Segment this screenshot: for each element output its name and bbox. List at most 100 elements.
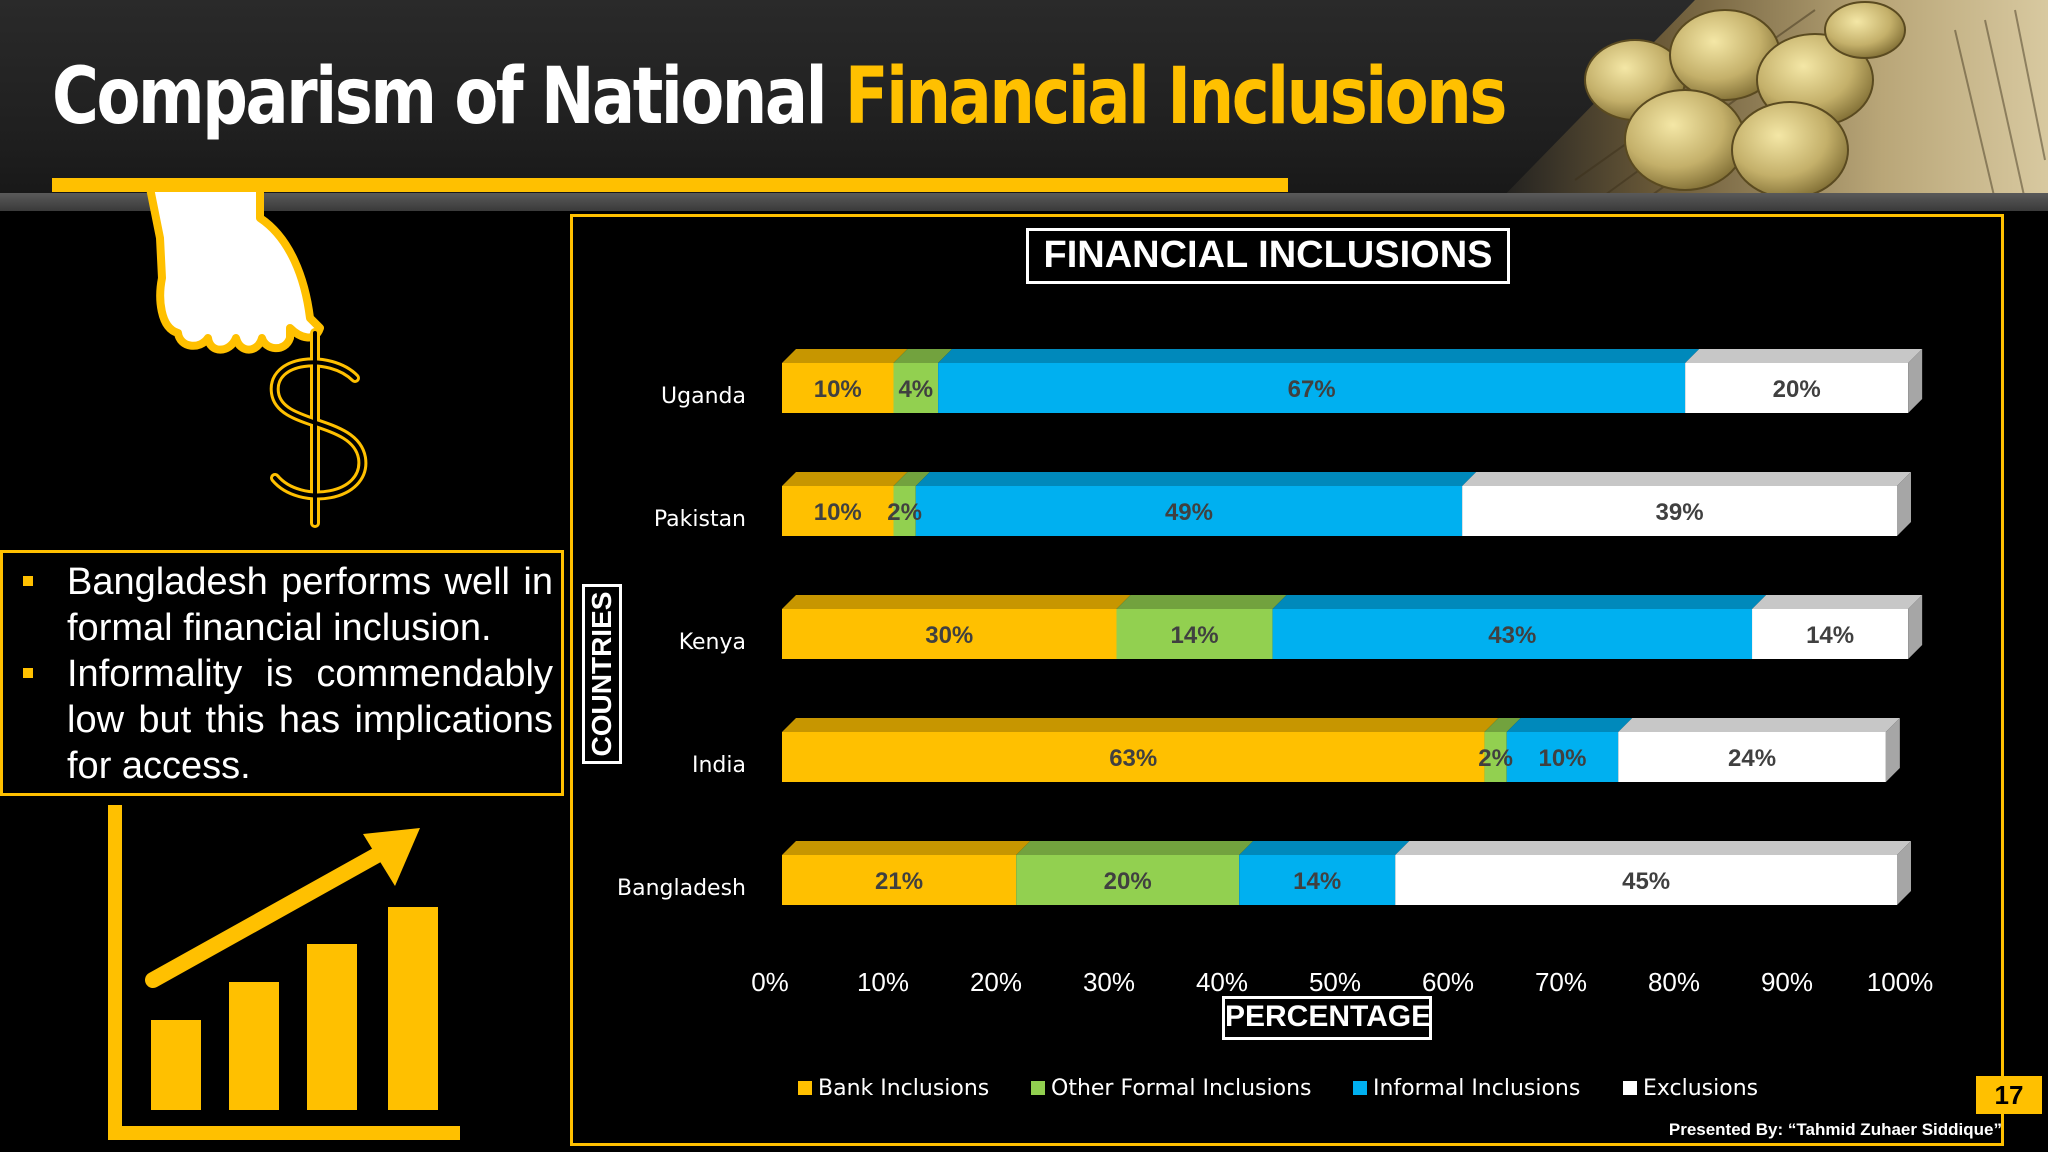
bar-segment <box>893 363 939 413</box>
bar-segment-top <box>782 595 1131 609</box>
title-underline <box>52 178 1288 192</box>
chart-title: FINANCIAL INCLUSIONS <box>1026 228 1510 284</box>
bar-segment <box>1752 609 1909 659</box>
bar-segment-top <box>915 472 1477 486</box>
data-label: 10% <box>814 376 862 403</box>
bar-segment <box>1484 732 1507 782</box>
bar-segment-top <box>782 349 908 363</box>
bar-segment <box>938 363 1686 413</box>
page-number-badge: 17 <box>1976 1076 2042 1114</box>
title-part-2: Financial Inclusions <box>844 52 1508 142</box>
legend-label: Exclusions <box>1643 1076 1759 1101</box>
bar-segment <box>915 486 1463 536</box>
y-axis-title: COUNTRIES <box>586 591 617 757</box>
bar-segment <box>782 363 894 413</box>
page-title: Comparism of National Financial Inclusio… <box>52 58 1507 136</box>
legend-swatch <box>1353 1081 1367 1095</box>
legend-label: Bank Inclusions <box>818 1076 990 1101</box>
bar-segment <box>1618 732 1886 782</box>
bar-segment <box>782 486 894 536</box>
category-label: India <box>692 753 746 778</box>
bar-segment-top <box>1016 841 1254 855</box>
legend-label: Other Formal Inclusions <box>1051 1076 1312 1101</box>
data-label: 67% <box>1288 376 1336 403</box>
chart-frame <box>570 214 2004 1146</box>
y-axis-title-box <box>582 584 622 764</box>
bar-segment-top <box>893 349 953 363</box>
bar-segment <box>782 609 1117 659</box>
bullet-marker <box>23 576 33 586</box>
bar-side-face <box>1908 595 1923 659</box>
bar-segment-top <box>1506 718 1633 732</box>
data-label: 30% <box>925 622 973 649</box>
bar-segment <box>1239 855 1396 905</box>
data-label: 24% <box>1728 745 1776 772</box>
bar-side-face <box>1885 718 1900 782</box>
bullet-marker <box>23 668 33 678</box>
x-tick-label: 20% <box>969 967 1023 997</box>
data-label: 4% <box>898 376 933 403</box>
bullet-text: Bangladesh performs well in formal finan… <box>67 561 553 649</box>
bullet-text: Informality is commendably low but this … <box>67 653 553 787</box>
bar-segment <box>1685 363 1909 413</box>
bar-segment <box>1016 855 1240 905</box>
data-label: 10% <box>1538 745 1586 772</box>
bar-segment <box>1272 609 1753 659</box>
data-label: 10% <box>814 499 862 526</box>
bar-segment-top <box>938 349 1700 363</box>
data-label: 43% <box>1488 622 1536 649</box>
data-label: 14% <box>1171 622 1219 649</box>
bar-segment-top <box>1272 595 1767 609</box>
bar-segment-top <box>1239 841 1410 855</box>
bar-segment-top <box>1484 718 1521 732</box>
category-label: Uganda <box>661 384 746 409</box>
bar-segment-top <box>893 472 930 486</box>
bullet-item: Bangladesh performs well in formal finan… <box>23 559 553 651</box>
bar-segment <box>1116 609 1273 659</box>
title-part-1: Comparism of National <box>52 52 828 142</box>
x-tick-label: 0% <box>751 967 789 997</box>
x-tick-label: 80% <box>1647 967 1701 997</box>
x-tick-label: 50% <box>1308 967 1362 997</box>
hand-holding-dollar-icon <box>146 184 368 528</box>
bar-side-face <box>1908 349 1923 413</box>
x-tick-label: 100% <box>1866 967 1934 997</box>
data-label: 2% <box>1478 745 1513 772</box>
data-label: 20% <box>1773 376 1821 403</box>
x-tick-label: 40% <box>1195 967 1249 997</box>
bar-segment-top <box>782 472 908 486</box>
bar-side-face <box>1897 841 1911 905</box>
data-label: 49% <box>1165 499 1213 526</box>
data-label: 20% <box>1104 868 1152 895</box>
x-tick-label: 60% <box>1421 967 1475 997</box>
category-label: Kenya <box>678 630 746 655</box>
bar-segment-top <box>1752 595 1923 609</box>
data-label: 14% <box>1293 868 1341 895</box>
legend-swatch <box>1623 1081 1637 1095</box>
data-label: 45% <box>1622 868 1670 895</box>
coins-newspaper-photo <box>1495 0 2048 205</box>
bar-segment <box>893 486 916 536</box>
legend-swatch <box>798 1081 812 1095</box>
bar-segment-top <box>1116 595 1287 609</box>
bar-segment-top <box>1462 472 1911 486</box>
rising-bar-chart-icon <box>108 805 460 1140</box>
data-label: 63% <box>1109 745 1157 772</box>
bar-segment-top <box>782 841 1031 855</box>
key-points-box: Bangladesh performs well in formal finan… <box>0 550 564 796</box>
bar-segment-top <box>782 718 1499 732</box>
legend-swatch <box>1031 1081 1045 1095</box>
bar-segment-top <box>1618 718 1900 732</box>
bar-segment <box>782 855 1017 905</box>
bar-segment <box>1506 732 1619 782</box>
bar-segment <box>1462 486 1897 536</box>
x-tick-label: 10% <box>856 967 910 997</box>
x-tick-label: 70% <box>1534 967 1588 997</box>
category-label: Bangladesh <box>617 876 746 901</box>
category-label: Pakistan <box>653 507 746 532</box>
bar-segment <box>782 732 1485 782</box>
bar-side-face <box>1897 472 1911 536</box>
x-tick-label: 90% <box>1760 967 1814 997</box>
